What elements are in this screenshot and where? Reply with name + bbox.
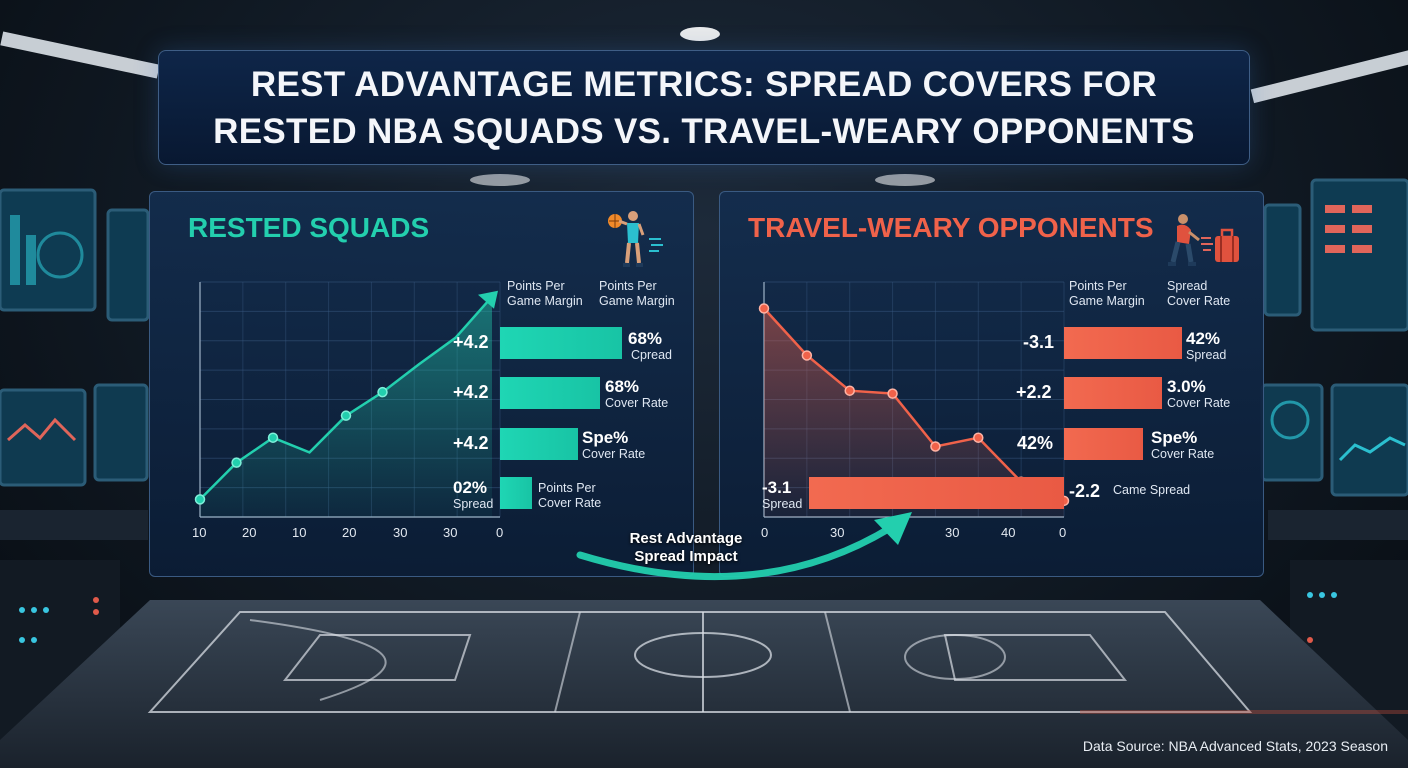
rested-row-3-stat: Spe% Cover Rate (582, 428, 645, 462)
rested-line-chart (194, 281, 501, 518)
weary-series-line (763, 307, 1065, 502)
rested-row-3-stat-big: Spe% (582, 428, 629, 447)
rested-row-4-value-sub: Spread (453, 497, 494, 511)
data-source-note: Data Source: NBA Advanced Stats, 2023 Se… (1082, 738, 1388, 754)
weary-x-tick: 30 (945, 525, 960, 540)
weary-col-header-2: Spread Cover Rate (1167, 279, 1230, 309)
weary-x-tick: 0 (1059, 525, 1067, 540)
weary-row-3-stat-big: Spe% (1151, 428, 1198, 447)
rested-area (200, 296, 492, 517)
weary-data-point (973, 432, 984, 443)
rested-x-tick: 30 (443, 525, 458, 540)
rested-row-4-stat-line1: Points Per (538, 481, 596, 495)
weary-row-4-stat-big: -2.2 (1069, 481, 1101, 501)
rested-row-4-value-big: 02% (453, 478, 488, 497)
weary-row-4-stat-inline: Came Spread (1113, 483, 1191, 497)
weary-col-header-2-line2: Cover Rate (1167, 294, 1231, 308)
rested-row-2-stat-small: Cover Rate (605, 396, 669, 410)
rested-data-point (377, 386, 388, 398)
weary-data-point (844, 385, 855, 396)
rested-col-header-2-line1: Points Per (599, 279, 657, 293)
weary-data-point (887, 388, 898, 399)
weary-row-1-stat-big: 42% (1186, 329, 1221, 348)
rested-x-tick: 20 (242, 525, 257, 540)
title-line-2: RESTED NBA SQUADS VS. TRAVEL-WEARY OPPON… (213, 111, 1195, 151)
weary-col-header-1-line2: Game Margin (1069, 294, 1145, 308)
weary-row-4-value-big: -3.1 (762, 478, 792, 497)
weary-row-3-bar (1064, 428, 1143, 460)
rested-row-4-stat: Points Per Cover Rate (538, 481, 601, 511)
rested-x-tick: 10 (292, 525, 307, 540)
impact-label: Rest Advantage Spread Impact (616, 530, 756, 566)
rested-x-tick: 20 (342, 525, 357, 540)
rested-col-header-1: Points Per Game Margin (507, 279, 583, 309)
rested-row-1-stat-big: 68% (628, 329, 663, 348)
rested-x-tick: 10 (192, 525, 207, 540)
weary-row-2-value: +2.2 (1016, 382, 1052, 402)
rested-squads-panel: RESTED SQUADS Points Per Game Margin Poi… (149, 191, 694, 577)
weary-row-3-value: 42% (1017, 433, 1054, 453)
rested-row-2-stat: 68% Cover Rate (605, 377, 668, 411)
weary-area (764, 308, 1064, 517)
weary-row-3-stat: Spe% Cover Rate (1151, 428, 1214, 462)
weary-col-header-1-line1: Points Per (1069, 279, 1127, 293)
weary-data-point (758, 303, 770, 314)
rested-row-2-bar (500, 377, 600, 409)
title-line-1: REST ADVANTAGE METRICS: SPREAD COVERS FO… (250, 64, 1158, 104)
weary-row-3-stat-small: Cover Rate (1151, 447, 1215, 461)
weary-heading: TRAVEL-WEARY OPPONENTS (748, 212, 1154, 243)
weary-row-1-stat: 42% Spread (1186, 329, 1226, 363)
weary-row-2-stat-small: Cover Rate (1167, 396, 1231, 410)
rested-row-1-stat-small: Cpread (631, 348, 672, 362)
rested-row-1-stat: 68% Cpread (628, 329, 672, 363)
impact-label-line2: Spread Impact (634, 548, 738, 565)
weary-col-header-1: Points Per Game Margin (1069, 279, 1145, 309)
rested-row-3-bar (500, 428, 578, 460)
rested-data-point (231, 457, 242, 468)
rested-row-3-stat-small: Cover Rate (582, 447, 646, 461)
weary-x-tick: 30 (830, 525, 845, 540)
basketball-player-icon (608, 211, 663, 267)
rested-data-point (194, 494, 206, 505)
tired-traveler-luggage-icon (1168, 214, 1239, 266)
weary-row-1-value: -3.1 (1023, 332, 1055, 352)
rested-row-1-bar (500, 327, 622, 359)
impact-label-line1: Rest Advantage (629, 530, 743, 547)
weary-row-2-bar (1064, 377, 1162, 409)
weary-row-2-stat-big: 3.0% (1167, 377, 1206, 396)
weary-row-1-stat-small: Spread (1186, 348, 1227, 362)
rested-row-4-stat-line2: Cover Rate (538, 496, 602, 510)
rested-row-4-bar (500, 477, 532, 509)
rested-row-3-value: +4.2 (453, 433, 489, 453)
rested-trend-arrow (478, 290, 498, 309)
weary-x-tick: 0 (761, 525, 769, 540)
rested-row-2-stat-big: 68% (605, 377, 640, 396)
weary-row-4-bar (809, 477, 1064, 509)
weary-row-1-bar (1064, 327, 1182, 359)
rested-heading: RESTED SQUADS (188, 212, 430, 243)
rested-row-2-value: +4.2 (453, 382, 489, 402)
rested-col-header-1-line2: Game Margin (507, 294, 583, 308)
weary-col-header-2-line1: Spread (1167, 279, 1208, 293)
weary-row-4-value-sub: Spread (762, 497, 803, 511)
weary-x-tick: 40 (1001, 525, 1016, 540)
rested-x-tick: 0 (496, 525, 504, 540)
rested-col-header-2-line2: Game Margin (599, 294, 675, 308)
rested-data-point (340, 410, 352, 421)
weary-row-4-value: -3.1 Spread (762, 478, 802, 512)
rested-row-4-value: 02% Spread (453, 478, 493, 512)
weary-data-point (930, 441, 941, 452)
rested-data-point (267, 432, 279, 443)
title-banner: REST ADVANTAGE METRICS: SPREAD COVERS FO… (158, 50, 1250, 165)
weary-data-point (801, 350, 813, 361)
rested-col-header-2: Points Per Game Margin (599, 279, 675, 309)
weary-row-2-stat: 3.0% Cover Rate (1167, 377, 1230, 411)
rested-col-header-1-line1: Points Per (507, 279, 565, 293)
travel-weary-panel: TRAVEL-WEARY OPPONENTS Points Per Game M… (719, 191, 1264, 577)
rested-x-tick: 30 (393, 525, 408, 540)
rested-row-1-value: +4.2 (453, 332, 489, 352)
